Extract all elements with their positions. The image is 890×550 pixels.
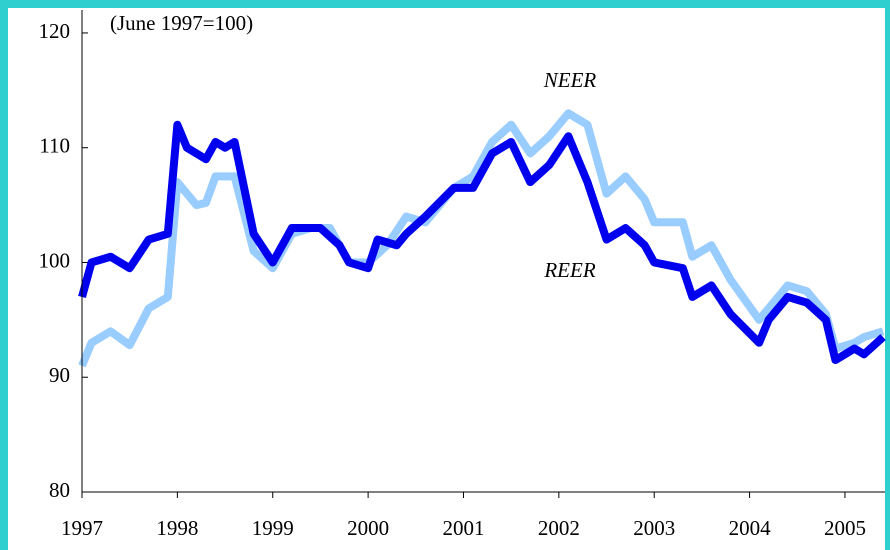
x-tick-label: 2002 [538, 516, 580, 540]
x-tick-label: 2001 [442, 516, 484, 540]
neer-label: NEER [543, 68, 597, 92]
x-tick-label: 2000 [347, 516, 389, 540]
x-tick-label: 2005 [824, 516, 866, 540]
series-line [78, 120, 886, 365]
chart-background [8, 8, 885, 550]
x-tick-label: 1998 [156, 516, 198, 540]
y-tick-label: 100 [39, 248, 71, 272]
y-tick-label: 120 [39, 19, 71, 43]
y-tick-label: 90 [49, 363, 70, 387]
x-tick-label: 1997 [61, 516, 103, 540]
x-tick-label: 1999 [252, 516, 294, 540]
x-tick-label: 2004 [729, 516, 772, 540]
y-tick-label: 80 [49, 478, 70, 502]
series-line [78, 109, 885, 368]
unit-note: (June 1997=100) [110, 11, 253, 35]
reer-label: REER [543, 258, 595, 282]
x-tick-label: 2003 [633, 516, 675, 540]
y-tick-label: 110 [39, 134, 70, 158]
